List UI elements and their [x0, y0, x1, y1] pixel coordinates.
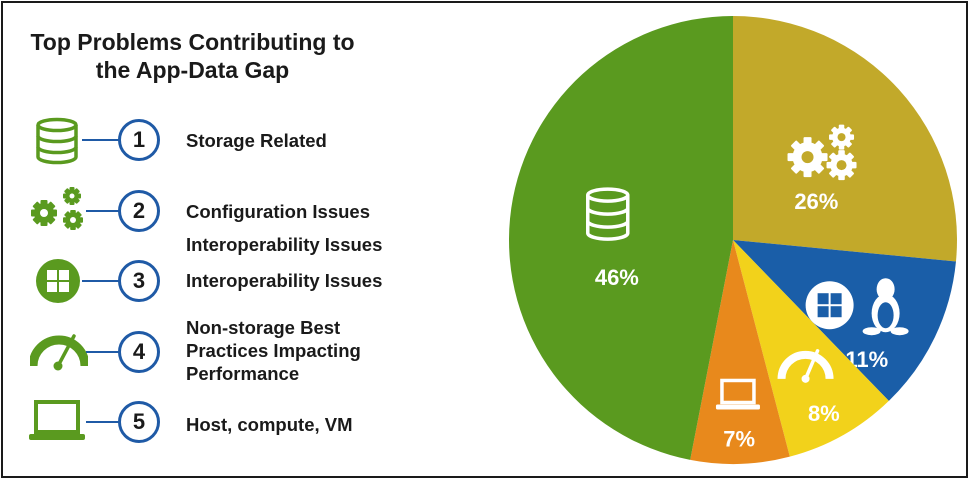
- pie-slice: [690, 240, 790, 464]
- slice-value-label: 46%: [595, 265, 639, 290]
- gauge-icon: [777, 349, 834, 383]
- legend-label-2-line-2: Interoperability Issues: [186, 234, 383, 255]
- chart-title: Top Problems Contributing to the App-Dat…: [5, 28, 380, 84]
- legend-connector-4: [86, 351, 122, 353]
- legend-label-4: Non-storage Best Practices Impacting Per…: [186, 316, 361, 385]
- legend-number-1: 1: [118, 119, 160, 161]
- pie-slice: [733, 240, 889, 457]
- legend-connector-2: [86, 210, 122, 212]
- gears-icon: [31, 187, 83, 230]
- legend-label-5: Host, compute, VM: [186, 413, 353, 436]
- legend-number-5: 5: [118, 401, 160, 443]
- legend-label-5-line-1: Host, compute, VM: [186, 414, 353, 435]
- slice-value-label: 26%: [794, 189, 838, 214]
- legend-label-4-line-3: Performance: [186, 363, 300, 384]
- legend-number-2: 2: [118, 190, 160, 232]
- legend-label-3-line-1: Interoperability Issues: [186, 270, 383, 291]
- legend-label-3: Interoperability Issues: [186, 269, 382, 292]
- legend-connector-3: [82, 280, 122, 282]
- slice-value-label: 7%: [723, 426, 755, 451]
- legend-number-3: 3: [118, 260, 160, 302]
- database-icon: [36, 117, 78, 165]
- gauge-icon: [30, 334, 88, 371]
- laptop-icon: [29, 400, 85, 440]
- slice-value-label: 8%: [808, 401, 840, 426]
- legend-label-4-line-1: Non-storage Best: [186, 317, 341, 338]
- windows-icon: [36, 259, 80, 303]
- legend-label-2-line-1: Configuration Issues: [186, 201, 370, 222]
- legend-label-1-line-1: Storage Related: [186, 130, 327, 151]
- chart-title-line-2: the App-Data Gap: [95, 57, 290, 83]
- laptop-icon: [715, 378, 760, 410]
- legend-label-2: Configuration Issues Interoperability Is…: [186, 200, 382, 256]
- chart-title-line-1: Top Problems Contributing to: [30, 29, 355, 55]
- legend-connector-5: [86, 421, 122, 423]
- legend-label-4-line-2: Practices Impacting: [186, 340, 361, 361]
- database-icon: [586, 187, 630, 241]
- windows-linux-icon: [805, 278, 909, 336]
- legend-number-4: 4: [118, 331, 160, 373]
- gears-icon: [787, 124, 857, 181]
- legend-label-1: Storage Related: [186, 129, 327, 152]
- legend-connector-1: [82, 139, 122, 141]
